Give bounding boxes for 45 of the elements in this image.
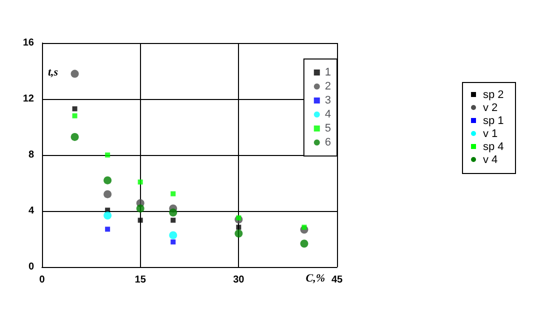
point [104,190,112,198]
text: v 2 [482,102,499,115]
text: v 4 [482,154,499,167]
legend-label: 5 [324,122,332,134]
y-tick-label: 12 [22,94,34,104]
x-tick-label: 15 [134,274,146,286]
point [72,113,78,118]
point [300,240,308,248]
text: sp 2 [482,89,505,102]
point [236,215,242,220]
point [170,218,176,223]
legend-label: 6 [324,136,332,148]
point [169,208,178,217]
point [72,106,78,112]
y-tick-label: 8 [28,150,34,160]
point [169,231,178,240]
x-tick-label: 0 [39,274,46,286]
point [138,218,143,223]
text: v 1 [482,128,499,141]
text: sp 4 [482,141,505,154]
legend-label: 2 [324,80,332,92]
point [105,152,110,158]
point [70,132,79,141]
point [136,204,144,212]
point [104,176,112,184]
point [234,230,243,238]
legend-label: 4 [324,108,332,120]
legend-label: 3 [324,94,332,106]
text: sp 1 [482,115,505,128]
legend-label: 1 [324,66,332,78]
y-tick-label: 16 [22,38,34,48]
point [138,180,143,185]
y-tick-label: 0 [28,262,34,272]
point [236,224,242,230]
x-axis-title: C,% [306,272,325,284]
point [302,224,307,230]
point [170,191,176,196]
y-axis-title: t,s [48,66,58,78]
point [105,226,110,232]
point [70,70,79,78]
point [104,211,112,220]
x-tick-label: 45 [331,274,343,286]
point [170,239,176,244]
x-tick-label: 30 [233,274,245,286]
y-tick-label: 4 [28,206,34,216]
